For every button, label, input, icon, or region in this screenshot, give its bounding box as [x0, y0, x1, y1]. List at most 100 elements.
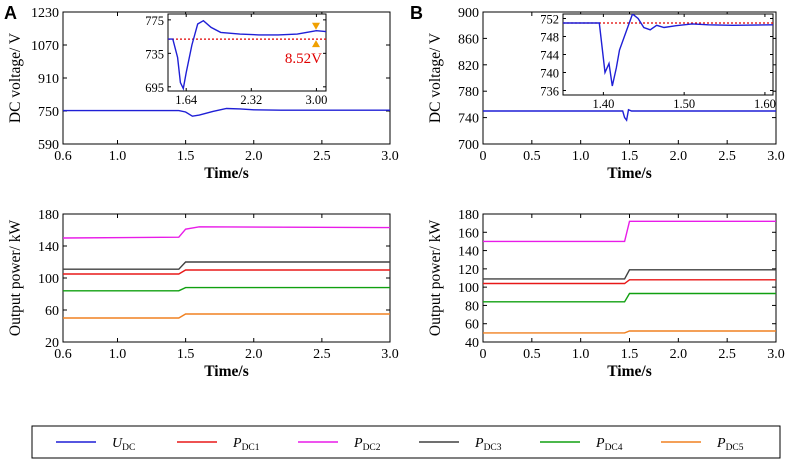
chart-a-top-inset: 1.64 2.32 3.00 695 735 775 8.52V	[145, 13, 327, 107]
chart-b-bottom-y-axis-label: Output power/ kW	[427, 220, 444, 337]
chart-a-bottom-y-tick-label: 140	[38, 240, 59, 255]
chart-b-top: 0 0.5 1.0 1.5 2.0 2.5 3.0 700 740 780 820 860 900 Tim…	[427, 6, 785, 182]
chart-b-top-y-tick-label: 740	[458, 112, 479, 127]
chart-b-top-inset: 1.40 1.50 1.60 736 740 744 748 752	[540, 13, 776, 112]
chart-a-top-y-axis-label: DC voltage/ V	[7, 32, 24, 123]
chart-b-top-inset-y-tick-label: 744	[540, 49, 560, 63]
chart-b-top-inset-y-tick-label: 748	[540, 31, 559, 45]
chart-a-bottom: 0.6 1.0 1.5 2.0 2.5 3.0 20 60 100 140 180 Time/s Out…	[7, 208, 399, 380]
chart-b-bottom-x-tick-label: 1.5	[621, 347, 639, 362]
chart-b-top-x-tick-label: 2.0	[670, 149, 688, 164]
legend-label-main: P	[716, 436, 726, 451]
chart-b-top-y-tick-label: 820	[458, 59, 479, 74]
chart-a-bottom-series-p-dc5	[63, 313, 390, 319]
chart-b-bottom-y-tick-label: 80	[465, 299, 479, 314]
chart-a-bottom-x-tick-label: 1.5	[177, 347, 195, 362]
chart-a-top-y-tick-label: 910	[38, 72, 59, 87]
legend-label-main: P	[474, 436, 484, 451]
chart-b-top-inset-y-tick-label: 752	[540, 13, 559, 27]
chart-a-top-x-axis-label: Time/s	[204, 165, 249, 182]
chart-b-bottom-y-tick-label: 120	[458, 263, 479, 278]
legend-label-main: P	[232, 436, 242, 451]
legend-box	[31, 425, 781, 459]
chart-b-bottom-x-tick-label: 0	[480, 347, 487, 362]
chart-a-top-x-tick-label: 1.0	[109, 149, 127, 164]
chart-a-bottom-x-tick-label: 0.6	[54, 347, 72, 362]
chart-b-bottom-series-p-dc3	[483, 269, 776, 280]
chart-a-top-inset-x-tick-label: 2.32	[240, 93, 262, 107]
chart-a-bottom-series-p-dc2	[63, 226, 390, 239]
chart-a-bottom-x-tick-label: 1.0	[109, 347, 127, 362]
chart-b-top-inset-y-tick-label: 736	[540, 85, 559, 99]
legend-label-0: UDC	[112, 436, 135, 453]
chart-a-bottom-y-tick-label: 60	[45, 304, 59, 319]
chart-b-top-x-tick-label: 3.0	[767, 149, 785, 164]
legend-label-sub: DC1	[242, 443, 260, 453]
chart-b-top-inset-x-tick-label: 1.50	[673, 97, 695, 111]
legend-label-sub: DC	[122, 443, 135, 453]
legend-label-sub: DC3	[484, 443, 502, 453]
chart-a-bottom-y-tick-label: 180	[38, 208, 59, 223]
chart-b-bottom-x-tick-label: 2.5	[718, 347, 736, 362]
chart-a-top-inset-arrow-down	[312, 22, 320, 30]
chart-a-top-x-tick-label: 1.5	[177, 149, 195, 164]
panel-label-a: A	[4, 3, 17, 23]
legend-label-sub: DC5	[726, 443, 744, 453]
chart-a-bottom-series-p-dc1	[63, 269, 390, 275]
legend-label-sub: DC2	[363, 443, 381, 453]
chart-a-bottom-series-p-dc4	[63, 286, 390, 292]
chart-a-bottom-x-tick-label: 2.0	[245, 347, 263, 362]
chart-a-bottom-x-axis-label: Time/s	[204, 363, 249, 380]
chart-a-top-inset-series-u-dc	[168, 19, 326, 91]
legend-label-1: PDC1	[232, 436, 260, 453]
chart-b-bottom-y-tick-label: 140	[458, 245, 479, 260]
chart-b-top-y-tick-label: 900	[458, 6, 479, 21]
chart-a-top-inset-y-tick-label: 735	[145, 47, 164, 61]
chart-b-top-x-tick-label: 2.5	[718, 149, 736, 164]
chart-a-top-inset-x-tick-label: 3.00	[305, 93, 327, 107]
chart-a-top-series-u-dc	[63, 107, 390, 117]
chart-b-top-inset-series-u-dc	[563, 14, 773, 87]
chart-b-bottom-series-p-dc5	[483, 330, 776, 334]
chart-b-top-x-tick-label: 1.0	[572, 149, 590, 164]
chart-b-top-x-tick-label: 1.5	[621, 149, 639, 164]
legend-label-2: PDC2	[353, 436, 381, 453]
chart-a-bottom-y-tick-label: 20	[45, 336, 59, 351]
chart-a-bottom-y-axis-label: Output power/ kW	[7, 220, 24, 337]
chart-b-bottom-x-tick-label: 0.5	[523, 347, 541, 362]
chart-a-bottom-y-tick-label: 100	[38, 272, 59, 287]
chart-a-top-y-tick-label: 750	[38, 105, 59, 120]
chart-b-bottom-x-axis-label: Time/s	[607, 363, 652, 380]
chart-a-top-x-tick-label: 0.6	[54, 149, 72, 164]
chart-b-bottom-x-tick-label: 3.0	[767, 347, 785, 362]
chart-a-top-y-tick-label: 1070	[31, 39, 59, 54]
legend-label-4: PDC4	[595, 436, 623, 453]
chart-b-bottom-y-tick-label: 180	[458, 208, 479, 223]
legend-label-sub: DC4	[605, 443, 623, 453]
legend-label-main: U	[112, 436, 123, 451]
chart-b-bottom-series-p-dc2	[483, 220, 776, 243]
chart-a-top-x-tick-label: 2.5	[313, 149, 331, 164]
chart-a-top-x-tick-label: 2.0	[245, 149, 263, 164]
legend-label-5: PDC5	[716, 436, 744, 453]
chart-b-top-inset-y-tick-label: 740	[540, 67, 559, 81]
chart-b-top-y-tick-label: 780	[458, 85, 479, 100]
chart-a-bottom-x-tick-label: 3.0	[381, 347, 399, 362]
chart-b-top-x-tick-label: 0	[480, 149, 487, 164]
chart-b-bottom-plot-frame	[482, 213, 777, 343]
chart-a-top-inset-plot-frame	[167, 13, 327, 92]
chart-a-top-y-tick-label: 590	[38, 138, 59, 153]
chart-b-bottom-series-p-dc4	[483, 292, 776, 303]
chart-a-top-inset-y-tick-label: 695	[145, 81, 164, 95]
chart-b-top-x-axis-label: Time/s	[607, 165, 652, 182]
chart-b-top-y-tick-label: 700	[458, 138, 479, 153]
chart-b-top-inset-x-tick-label: 1.60	[754, 97, 776, 111]
chart-b-top-y-axis-label: DC voltage/ V	[427, 32, 444, 123]
chart-b-bottom-y-tick-label: 100	[458, 281, 479, 296]
panel-label-b: B	[410, 3, 423, 23]
chart-b-bottom-y-tick-label: 60	[465, 318, 479, 333]
charts: 0.6 1.0 1.5 2.0 2.5 3.0 590 750 910 1070 1230 Time/…	[7, 6, 785, 380]
chart-a-top-inset-y-tick-label: 775	[145, 14, 164, 28]
chart-b-bottom-x-tick-label: 1.0	[572, 347, 590, 362]
